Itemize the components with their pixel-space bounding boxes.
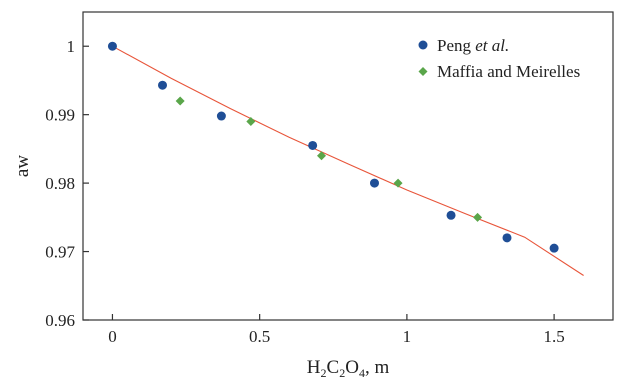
legend-marker-maffia bbox=[418, 67, 428, 76]
y-axis-ticks: 0.96 0.97 0.98 0.99 1 bbox=[45, 37, 89, 330]
plot-area-frame bbox=[82, 11, 614, 321]
data-point-maffia bbox=[393, 178, 403, 188]
data-point-peng bbox=[158, 80, 167, 90]
data-point-maffia bbox=[317, 151, 326, 161]
y-tick-label: 0.99 bbox=[45, 106, 75, 125]
x-axis-ticks: 0 0.5 1 1.5 bbox=[108, 314, 565, 346]
legend-label-maffia: Maffia and Meirelles bbox=[437, 62, 580, 81]
fit-line bbox=[112, 45, 584, 276]
data-point-peng bbox=[216, 111, 226, 121]
y-tick-label: 0.98 bbox=[45, 174, 75, 193]
x-axis-title: H2C2O4, m bbox=[307, 357, 390, 380]
data-points-group bbox=[107, 41, 559, 253]
data-point-peng bbox=[107, 41, 117, 51]
data-point-peng bbox=[502, 233, 512, 243]
legend: Peng et al. Maffia and Meirelles bbox=[418, 36, 580, 81]
legend-label-peng: Peng et al. bbox=[437, 36, 509, 55]
data-point-peng bbox=[370, 178, 379, 188]
data-point-peng bbox=[308, 140, 318, 150]
data-point-maffia bbox=[175, 96, 185, 106]
y-tick-label: 1 bbox=[67, 37, 76, 56]
x-tick-label: 0.5 bbox=[249, 327, 270, 346]
x-tick-label: 0 bbox=[108, 327, 117, 346]
data-point-peng bbox=[446, 210, 456, 220]
x-tick-label: 1.5 bbox=[543, 327, 564, 346]
x-tick-label: 1 bbox=[403, 327, 412, 346]
data-point-peng bbox=[549, 243, 559, 253]
data-point-maffia bbox=[473, 212, 483, 222]
data-point-maffia bbox=[246, 117, 256, 127]
legend-marker-peng bbox=[418, 40, 428, 50]
y-tick-label: 0.96 bbox=[45, 311, 75, 330]
y-axis-title: aw bbox=[12, 155, 33, 177]
fit-line-group bbox=[112, 45, 584, 276]
y-tick-label: 0.97 bbox=[45, 243, 75, 262]
